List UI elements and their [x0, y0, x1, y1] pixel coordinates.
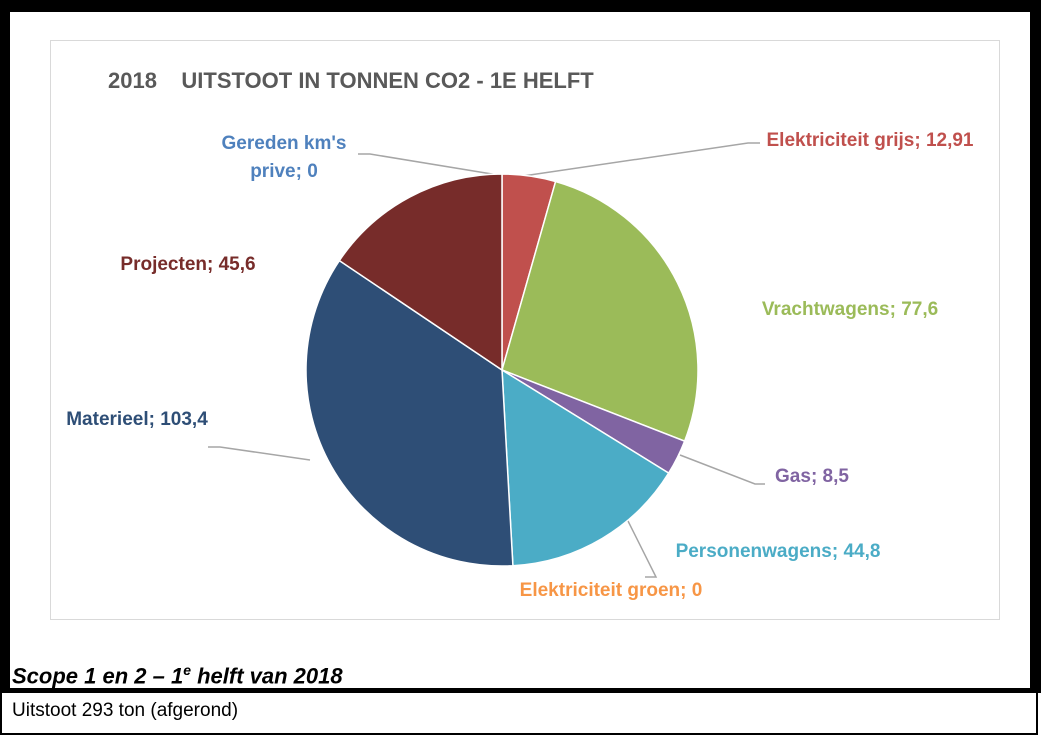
data-label: Projecten; 45,6: [120, 254, 256, 275]
data-label: Elektriciteit groen; 0: [519, 580, 703, 601]
border-left-low: [0, 692, 2, 735]
leader-line: [358, 153, 499, 176]
chart-title: 2018 UITSTOOT IN TONNEN CO2 - 1E HELFT: [108, 68, 594, 93]
leader-line: [625, 516, 658, 578]
pie-slice: [501, 368, 670, 567]
pie-slice: [338, 173, 503, 372]
data-label: Gas; 8,5: [775, 466, 849, 487]
pie-slice: [501, 180, 699, 443]
chart-area: [50, 40, 1000, 620]
data-label: Vrachtwagens; 77,6: [761, 299, 939, 320]
border-bottom: [0, 733, 1038, 735]
caption-text: Scope 1 en 2 – 1: [12, 663, 184, 689]
data-label: Personenwagens; 44,8: [675, 541, 881, 562]
border-top: [0, 0, 1041, 12]
leader-line: [208, 446, 311, 461]
data-label: Materieel; 103,4: [66, 409, 208, 430]
footer: Uitstoot 293 ton (afgerond): [12, 700, 239, 721]
caption: Scope 1 en 2 – 1e helft van 2018: [12, 662, 343, 689]
caption-sup: e: [183, 662, 191, 678]
data-label: Gereden km's prive; 0: [221, 133, 347, 182]
data-label: Elektriciteit grijs; 12,91: [766, 130, 974, 151]
leader-line: [679, 454, 765, 485]
border-left: [0, 0, 10, 692]
pie-slice: [305, 259, 514, 567]
leader-line: [522, 142, 760, 177]
border-mid: [0, 688, 1041, 693]
border-right-low: [1036, 692, 1038, 735]
border-right: [1030, 0, 1041, 692]
caption-text: helft van 2018: [191, 663, 343, 689]
